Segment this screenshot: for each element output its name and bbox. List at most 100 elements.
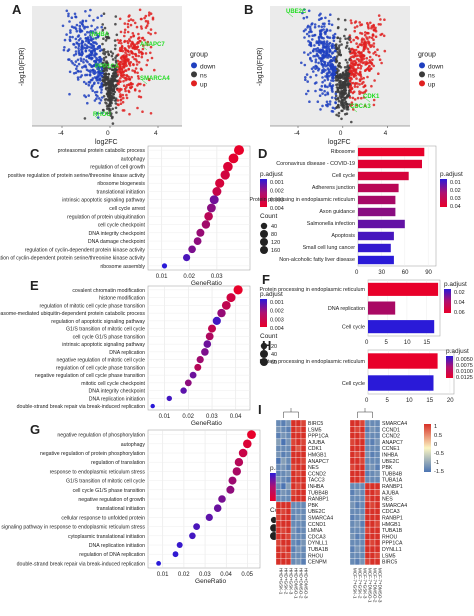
data-point xyxy=(147,77,151,81)
data-point xyxy=(104,101,107,104)
heat-cell xyxy=(349,476,356,484)
data-point xyxy=(350,47,354,51)
data-point xyxy=(102,83,106,87)
heat-cell xyxy=(359,501,366,509)
heat-cell xyxy=(285,432,292,440)
data-point xyxy=(105,69,109,72)
data-point xyxy=(360,54,363,58)
data-point xyxy=(68,39,72,42)
data-point xyxy=(120,44,124,48)
term-label: positive regulation of protein serine/th… xyxy=(8,173,146,179)
legend-label: 0.0075 xyxy=(456,363,473,369)
data-dot xyxy=(233,285,243,295)
data-point xyxy=(325,53,328,57)
heat-cell xyxy=(290,539,297,547)
data-point xyxy=(90,85,94,88)
data-point xyxy=(330,52,334,55)
legend-marker xyxy=(419,80,425,87)
heat-cell xyxy=(295,533,302,540)
data-point xyxy=(120,55,124,59)
data-point xyxy=(67,58,70,61)
data-point xyxy=(343,34,346,38)
heat-cell xyxy=(369,463,376,471)
data-point xyxy=(87,80,91,84)
data-point xyxy=(109,50,113,53)
data-point xyxy=(114,83,118,87)
data-point xyxy=(114,102,118,105)
data-point xyxy=(368,55,372,59)
data-point xyxy=(126,77,129,81)
data-dot xyxy=(223,161,233,172)
data-point xyxy=(126,25,130,29)
size-legend-dot xyxy=(260,238,268,246)
data-point xyxy=(92,41,96,44)
gene-label-leader xyxy=(287,12,294,18)
legend-label: 20 xyxy=(271,344,277,350)
data-point xyxy=(332,79,335,83)
data-point xyxy=(101,108,105,112)
data-dot xyxy=(215,178,225,188)
data-dot xyxy=(183,254,191,262)
heat-cell xyxy=(349,552,356,559)
heat-cell xyxy=(369,545,376,553)
data-point xyxy=(131,32,135,35)
data-point xyxy=(96,95,99,98)
data-point xyxy=(108,67,112,70)
data-point xyxy=(369,21,372,25)
data-point xyxy=(121,93,125,97)
heat-cell xyxy=(349,501,356,509)
data-dot xyxy=(189,532,196,540)
data-point xyxy=(323,89,326,93)
heat-cell xyxy=(374,482,381,490)
data-point xyxy=(325,40,329,43)
data-point xyxy=(144,52,148,55)
heat-cell xyxy=(364,419,371,427)
data-point xyxy=(102,48,106,51)
data-point xyxy=(101,42,104,46)
data-point xyxy=(85,46,89,50)
heat-cell xyxy=(359,482,366,490)
data-point xyxy=(326,29,329,32)
data-point xyxy=(334,94,338,98)
data-point xyxy=(85,68,89,72)
data-point xyxy=(338,40,342,43)
gene-label: RHOU xyxy=(308,553,324,559)
heat-cell xyxy=(300,545,307,553)
data-point xyxy=(114,56,117,59)
heat-cell xyxy=(364,514,371,521)
data-point xyxy=(314,89,317,93)
data-point xyxy=(139,17,143,21)
data-point xyxy=(149,28,153,31)
gene-label: TUBB4B xyxy=(382,471,403,477)
term-label: ribosome biogenesis xyxy=(97,181,145,187)
data-point xyxy=(102,12,106,15)
heat-cell xyxy=(354,514,361,521)
heat-cell xyxy=(364,426,371,433)
data-point xyxy=(107,73,111,76)
heat-cell xyxy=(369,432,376,440)
heat-cell xyxy=(300,482,307,490)
data-point xyxy=(93,55,97,58)
data-point xyxy=(101,61,105,65)
data-point xyxy=(106,50,110,53)
data-dot xyxy=(205,513,213,522)
heat-cell xyxy=(364,457,371,465)
gene-label: CDK1 xyxy=(308,446,322,452)
data-point xyxy=(317,43,321,46)
data-point xyxy=(356,96,360,100)
data-point xyxy=(135,25,139,29)
data-point xyxy=(85,73,89,77)
data-dot xyxy=(243,439,252,449)
data-point xyxy=(377,23,381,26)
data-point xyxy=(95,97,98,100)
data-point xyxy=(140,51,144,55)
data-point xyxy=(84,25,87,29)
data-point xyxy=(126,30,130,34)
data-point xyxy=(84,33,87,36)
data-point xyxy=(319,108,322,111)
data-point xyxy=(334,92,338,96)
sample-label: HHD+DMSO-1 xyxy=(294,568,299,599)
panel-label-F: F xyxy=(262,272,270,287)
heat-cell xyxy=(374,476,381,484)
term-label: translational initiation xyxy=(97,506,146,512)
